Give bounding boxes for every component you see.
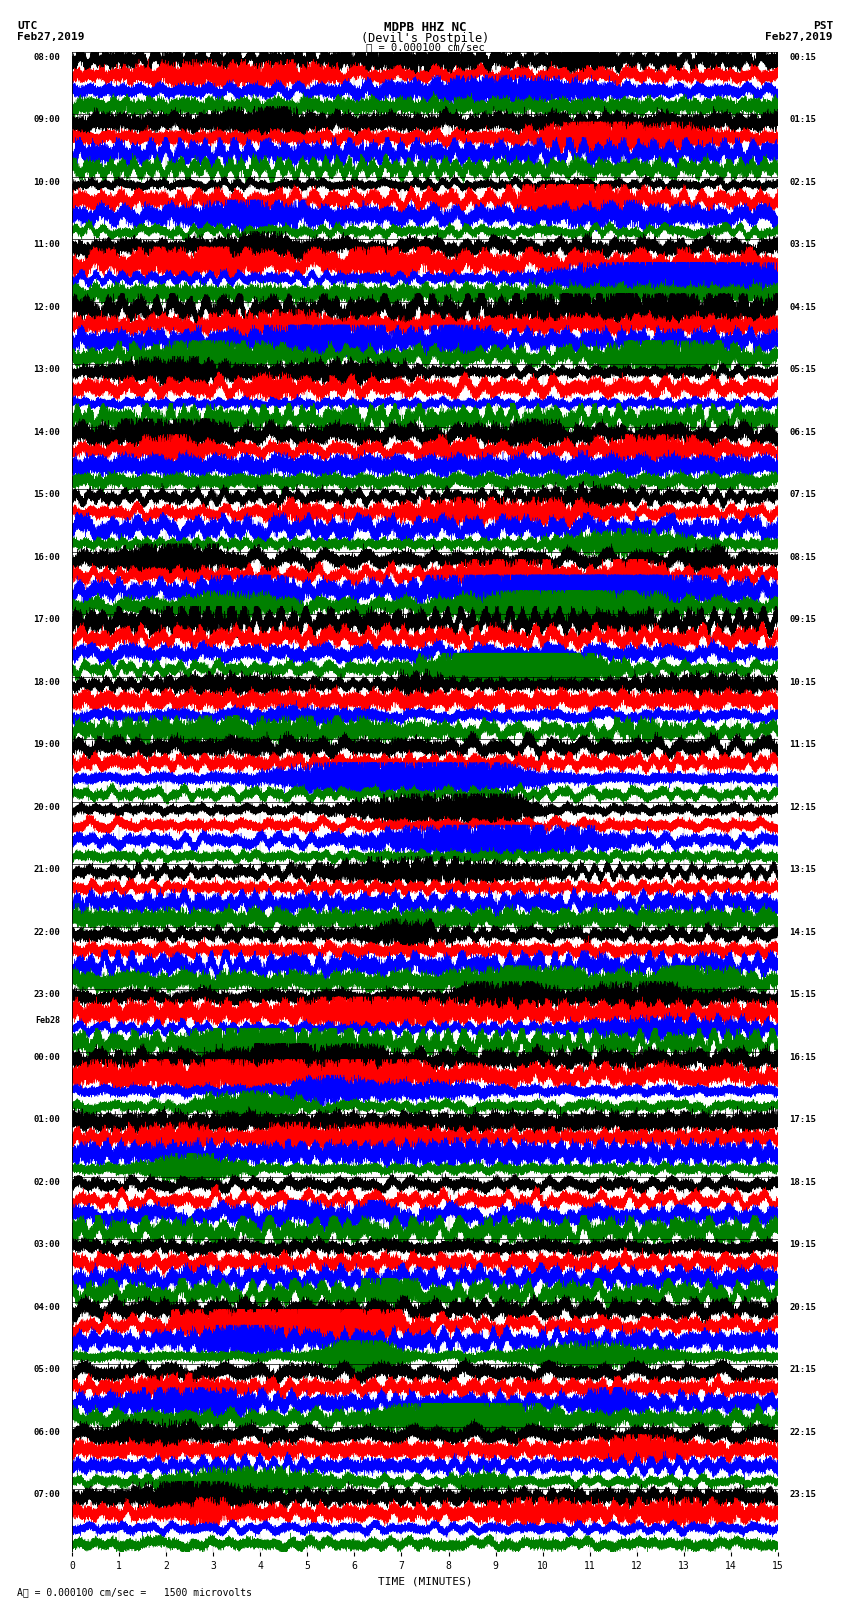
Text: 15:00: 15:00 (34, 490, 60, 500)
Text: 22:00: 22:00 (34, 927, 60, 937)
Text: 08:00: 08:00 (34, 53, 60, 61)
Text: 03:00: 03:00 (34, 1240, 60, 1250)
Text: 12:15: 12:15 (790, 803, 816, 811)
Text: 06:00: 06:00 (34, 1428, 60, 1437)
Text: 02:15: 02:15 (790, 177, 816, 187)
Text: (Devil's Postpile): (Devil's Postpile) (361, 32, 489, 45)
Text: 14:00: 14:00 (34, 427, 60, 437)
Text: 10:00: 10:00 (34, 177, 60, 187)
Text: 19:00: 19:00 (34, 740, 60, 750)
Text: ⏐ = 0.000100 cm/sec: ⏐ = 0.000100 cm/sec (366, 42, 484, 52)
Text: 01:15: 01:15 (790, 116, 816, 124)
Text: Feb27,2019: Feb27,2019 (766, 32, 833, 42)
Text: 08:15: 08:15 (790, 553, 816, 561)
Text: 13:15: 13:15 (790, 866, 816, 874)
Text: 18:00: 18:00 (34, 677, 60, 687)
Text: 19:15: 19:15 (790, 1240, 816, 1250)
Text: 11:00: 11:00 (34, 240, 60, 250)
Text: 11:15: 11:15 (790, 740, 816, 750)
Text: 23:15: 23:15 (790, 1490, 816, 1500)
Text: 05:00: 05:00 (34, 1366, 60, 1374)
Text: 18:15: 18:15 (790, 1177, 816, 1187)
Text: 20:15: 20:15 (790, 1303, 816, 1311)
Text: 17:15: 17:15 (790, 1116, 816, 1124)
Text: 15:15: 15:15 (790, 990, 816, 1000)
Text: 16:00: 16:00 (34, 553, 60, 561)
Text: 04:00: 04:00 (34, 1303, 60, 1311)
Text: 21:15: 21:15 (790, 1366, 816, 1374)
X-axis label: TIME (MINUTES): TIME (MINUTES) (377, 1576, 473, 1586)
Text: 02:00: 02:00 (34, 1177, 60, 1187)
Text: 23:00: 23:00 (34, 990, 60, 1000)
Text: 05:15: 05:15 (790, 366, 816, 374)
Text: 17:00: 17:00 (34, 616, 60, 624)
Text: 00:15: 00:15 (790, 53, 816, 61)
Text: Feb27,2019: Feb27,2019 (17, 32, 84, 42)
Text: 21:00: 21:00 (34, 866, 60, 874)
Text: 10:15: 10:15 (790, 677, 816, 687)
Text: 09:15: 09:15 (790, 616, 816, 624)
Text: 03:15: 03:15 (790, 240, 816, 250)
Text: 01:00: 01:00 (34, 1116, 60, 1124)
Text: Feb28: Feb28 (36, 1016, 60, 1024)
Text: 00:00: 00:00 (34, 1053, 60, 1061)
Text: 04:15: 04:15 (790, 303, 816, 311)
Text: MDPB HHZ NC: MDPB HHZ NC (383, 21, 467, 34)
Text: 09:00: 09:00 (34, 116, 60, 124)
Text: A⏐ = 0.000100 cm/sec =   1500 microvolts: A⏐ = 0.000100 cm/sec = 1500 microvolts (17, 1587, 252, 1597)
Text: 06:15: 06:15 (790, 427, 816, 437)
Text: 13:00: 13:00 (34, 366, 60, 374)
Text: 16:15: 16:15 (790, 1053, 816, 1061)
Text: PST: PST (813, 21, 833, 31)
Text: 20:00: 20:00 (34, 803, 60, 811)
Text: 22:15: 22:15 (790, 1428, 816, 1437)
Text: 07:15: 07:15 (790, 490, 816, 500)
Text: UTC: UTC (17, 21, 37, 31)
Text: 07:00: 07:00 (34, 1490, 60, 1500)
Text: 14:15: 14:15 (790, 927, 816, 937)
Text: 12:00: 12:00 (34, 303, 60, 311)
